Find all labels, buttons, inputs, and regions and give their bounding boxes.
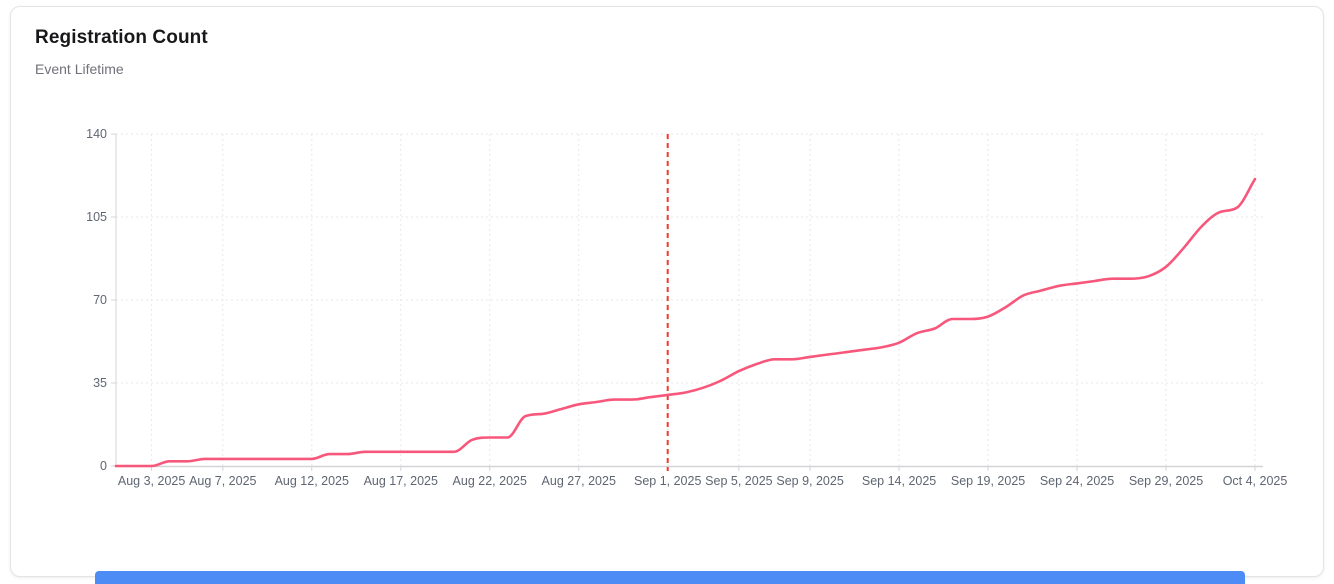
registration-chart: Aug 3, 2025 Aug 7, 2025 Aug 12, 2025 Aug 17…	[11, 7, 1323, 576]
chart-subtitle: Event Lifetime	[35, 61, 124, 77]
x-axis-label: Sep 29, 2025	[1129, 474, 1203, 488]
x-axis-label: Sep 9, 2025	[776, 474, 843, 488]
x-axis-label: Oct 4, 2025	[1223, 474, 1288, 488]
y-axis-label: 105	[86, 210, 107, 224]
x-axis-label: Sep 5, 2025	[705, 474, 772, 488]
chart-card: Registration Count Event Lifetime Aug 3,…	[10, 6, 1324, 577]
y-axis-label: 70	[93, 293, 107, 307]
chart-title: Registration Count	[35, 27, 208, 48]
x-axis-label: Aug 3, 2025	[118, 474, 185, 488]
x-axis-label: Aug 12, 2025	[275, 474, 349, 488]
x-axis-label: Aug 17, 2025	[364, 474, 438, 488]
y-axis-label: 35	[93, 376, 107, 390]
y-axis-label: 0	[100, 459, 107, 473]
x-axis-label: Aug 22, 2025	[453, 474, 527, 488]
x-axis-label: Sep 19, 2025	[951, 474, 1025, 488]
y-axis-label: 140	[86, 127, 107, 141]
horizontal-scrollbar-thumb[interactable]	[95, 571, 1245, 584]
registration-line	[114, 177, 1257, 468]
x-axis-label: Sep 1, 2025	[634, 474, 701, 488]
x-axis-label: Aug 7, 2025	[189, 474, 256, 488]
x-axis-label: Aug 27, 2025	[542, 474, 616, 488]
chart-svg: Aug 3, 2025 Aug 7, 2025 Aug 12, 2025 Aug 17…	[86, 127, 1288, 488]
x-axis-label: Sep 24, 2025	[1040, 474, 1114, 488]
x-axis-label: Sep 14, 2025	[862, 474, 936, 488]
